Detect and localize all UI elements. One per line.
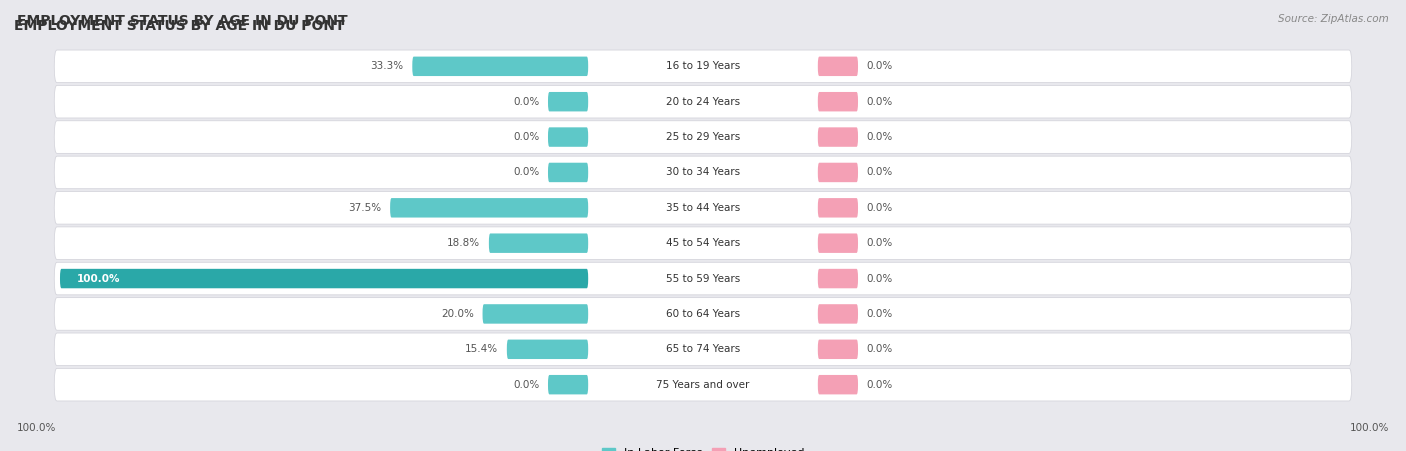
Text: 0.0%: 0.0% [866,274,893,284]
Text: 45 to 54 Years: 45 to 54 Years [666,238,740,248]
Text: 0.0%: 0.0% [866,167,893,177]
Text: 0.0%: 0.0% [866,380,893,390]
Text: 30 to 34 Years: 30 to 34 Years [666,167,740,177]
Text: 20 to 24 Years: 20 to 24 Years [666,97,740,107]
FancyBboxPatch shape [818,92,858,111]
Text: 100.0%: 100.0% [77,274,121,284]
Text: 60 to 64 Years: 60 to 64 Years [666,309,740,319]
Text: 100.0%: 100.0% [17,423,56,433]
FancyBboxPatch shape [548,92,588,111]
FancyBboxPatch shape [506,340,588,359]
FancyBboxPatch shape [818,198,858,217]
FancyBboxPatch shape [818,269,858,288]
FancyBboxPatch shape [412,56,588,76]
Text: 15.4%: 15.4% [465,344,498,354]
FancyBboxPatch shape [55,368,1351,401]
Text: 0.0%: 0.0% [513,97,540,107]
FancyBboxPatch shape [818,375,858,395]
Text: 0.0%: 0.0% [866,203,893,213]
FancyBboxPatch shape [55,192,1351,224]
Text: 0.0%: 0.0% [513,132,540,142]
FancyBboxPatch shape [548,375,588,395]
FancyBboxPatch shape [818,340,858,359]
Legend: In Labor Force, Unemployed: In Labor Force, Unemployed [602,448,804,451]
Text: 0.0%: 0.0% [866,61,893,71]
FancyBboxPatch shape [55,298,1351,330]
Text: 33.3%: 33.3% [371,61,404,71]
FancyBboxPatch shape [55,85,1351,118]
Text: EMPLOYMENT STATUS BY AGE IN DU PONT: EMPLOYMENT STATUS BY AGE IN DU PONT [17,14,347,28]
FancyBboxPatch shape [548,163,588,182]
Text: 37.5%: 37.5% [349,203,381,213]
FancyBboxPatch shape [55,50,1351,83]
Text: 35 to 44 Years: 35 to 44 Years [666,203,740,213]
FancyBboxPatch shape [482,304,588,324]
Text: 0.0%: 0.0% [866,344,893,354]
Text: 20.0%: 20.0% [441,309,474,319]
Text: EMPLOYMENT STATUS BY AGE IN DU PONT: EMPLOYMENT STATUS BY AGE IN DU PONT [14,19,344,33]
FancyBboxPatch shape [548,127,588,147]
Text: Source: ZipAtlas.com: Source: ZipAtlas.com [1278,14,1389,23]
Text: 0.0%: 0.0% [866,97,893,107]
Text: 100.0%: 100.0% [1350,423,1389,433]
FancyBboxPatch shape [489,234,588,253]
FancyBboxPatch shape [818,234,858,253]
Text: 55 to 59 Years: 55 to 59 Years [666,274,740,284]
FancyBboxPatch shape [818,304,858,324]
Text: 0.0%: 0.0% [866,132,893,142]
FancyBboxPatch shape [55,156,1351,189]
Text: 25 to 29 Years: 25 to 29 Years [666,132,740,142]
Text: 16 to 19 Years: 16 to 19 Years [666,61,740,71]
Text: 0.0%: 0.0% [866,238,893,248]
FancyBboxPatch shape [389,198,588,217]
Text: 18.8%: 18.8% [447,238,481,248]
FancyBboxPatch shape [818,56,858,76]
FancyBboxPatch shape [55,227,1351,259]
Text: 0.0%: 0.0% [866,309,893,319]
Text: 65 to 74 Years: 65 to 74 Years [666,344,740,354]
Text: 0.0%: 0.0% [513,380,540,390]
FancyBboxPatch shape [55,333,1351,366]
Text: 75 Years and over: 75 Years and over [657,380,749,390]
FancyBboxPatch shape [55,121,1351,153]
FancyBboxPatch shape [55,262,1351,295]
FancyBboxPatch shape [818,163,858,182]
FancyBboxPatch shape [818,127,858,147]
Text: 0.0%: 0.0% [513,167,540,177]
FancyBboxPatch shape [60,269,588,288]
